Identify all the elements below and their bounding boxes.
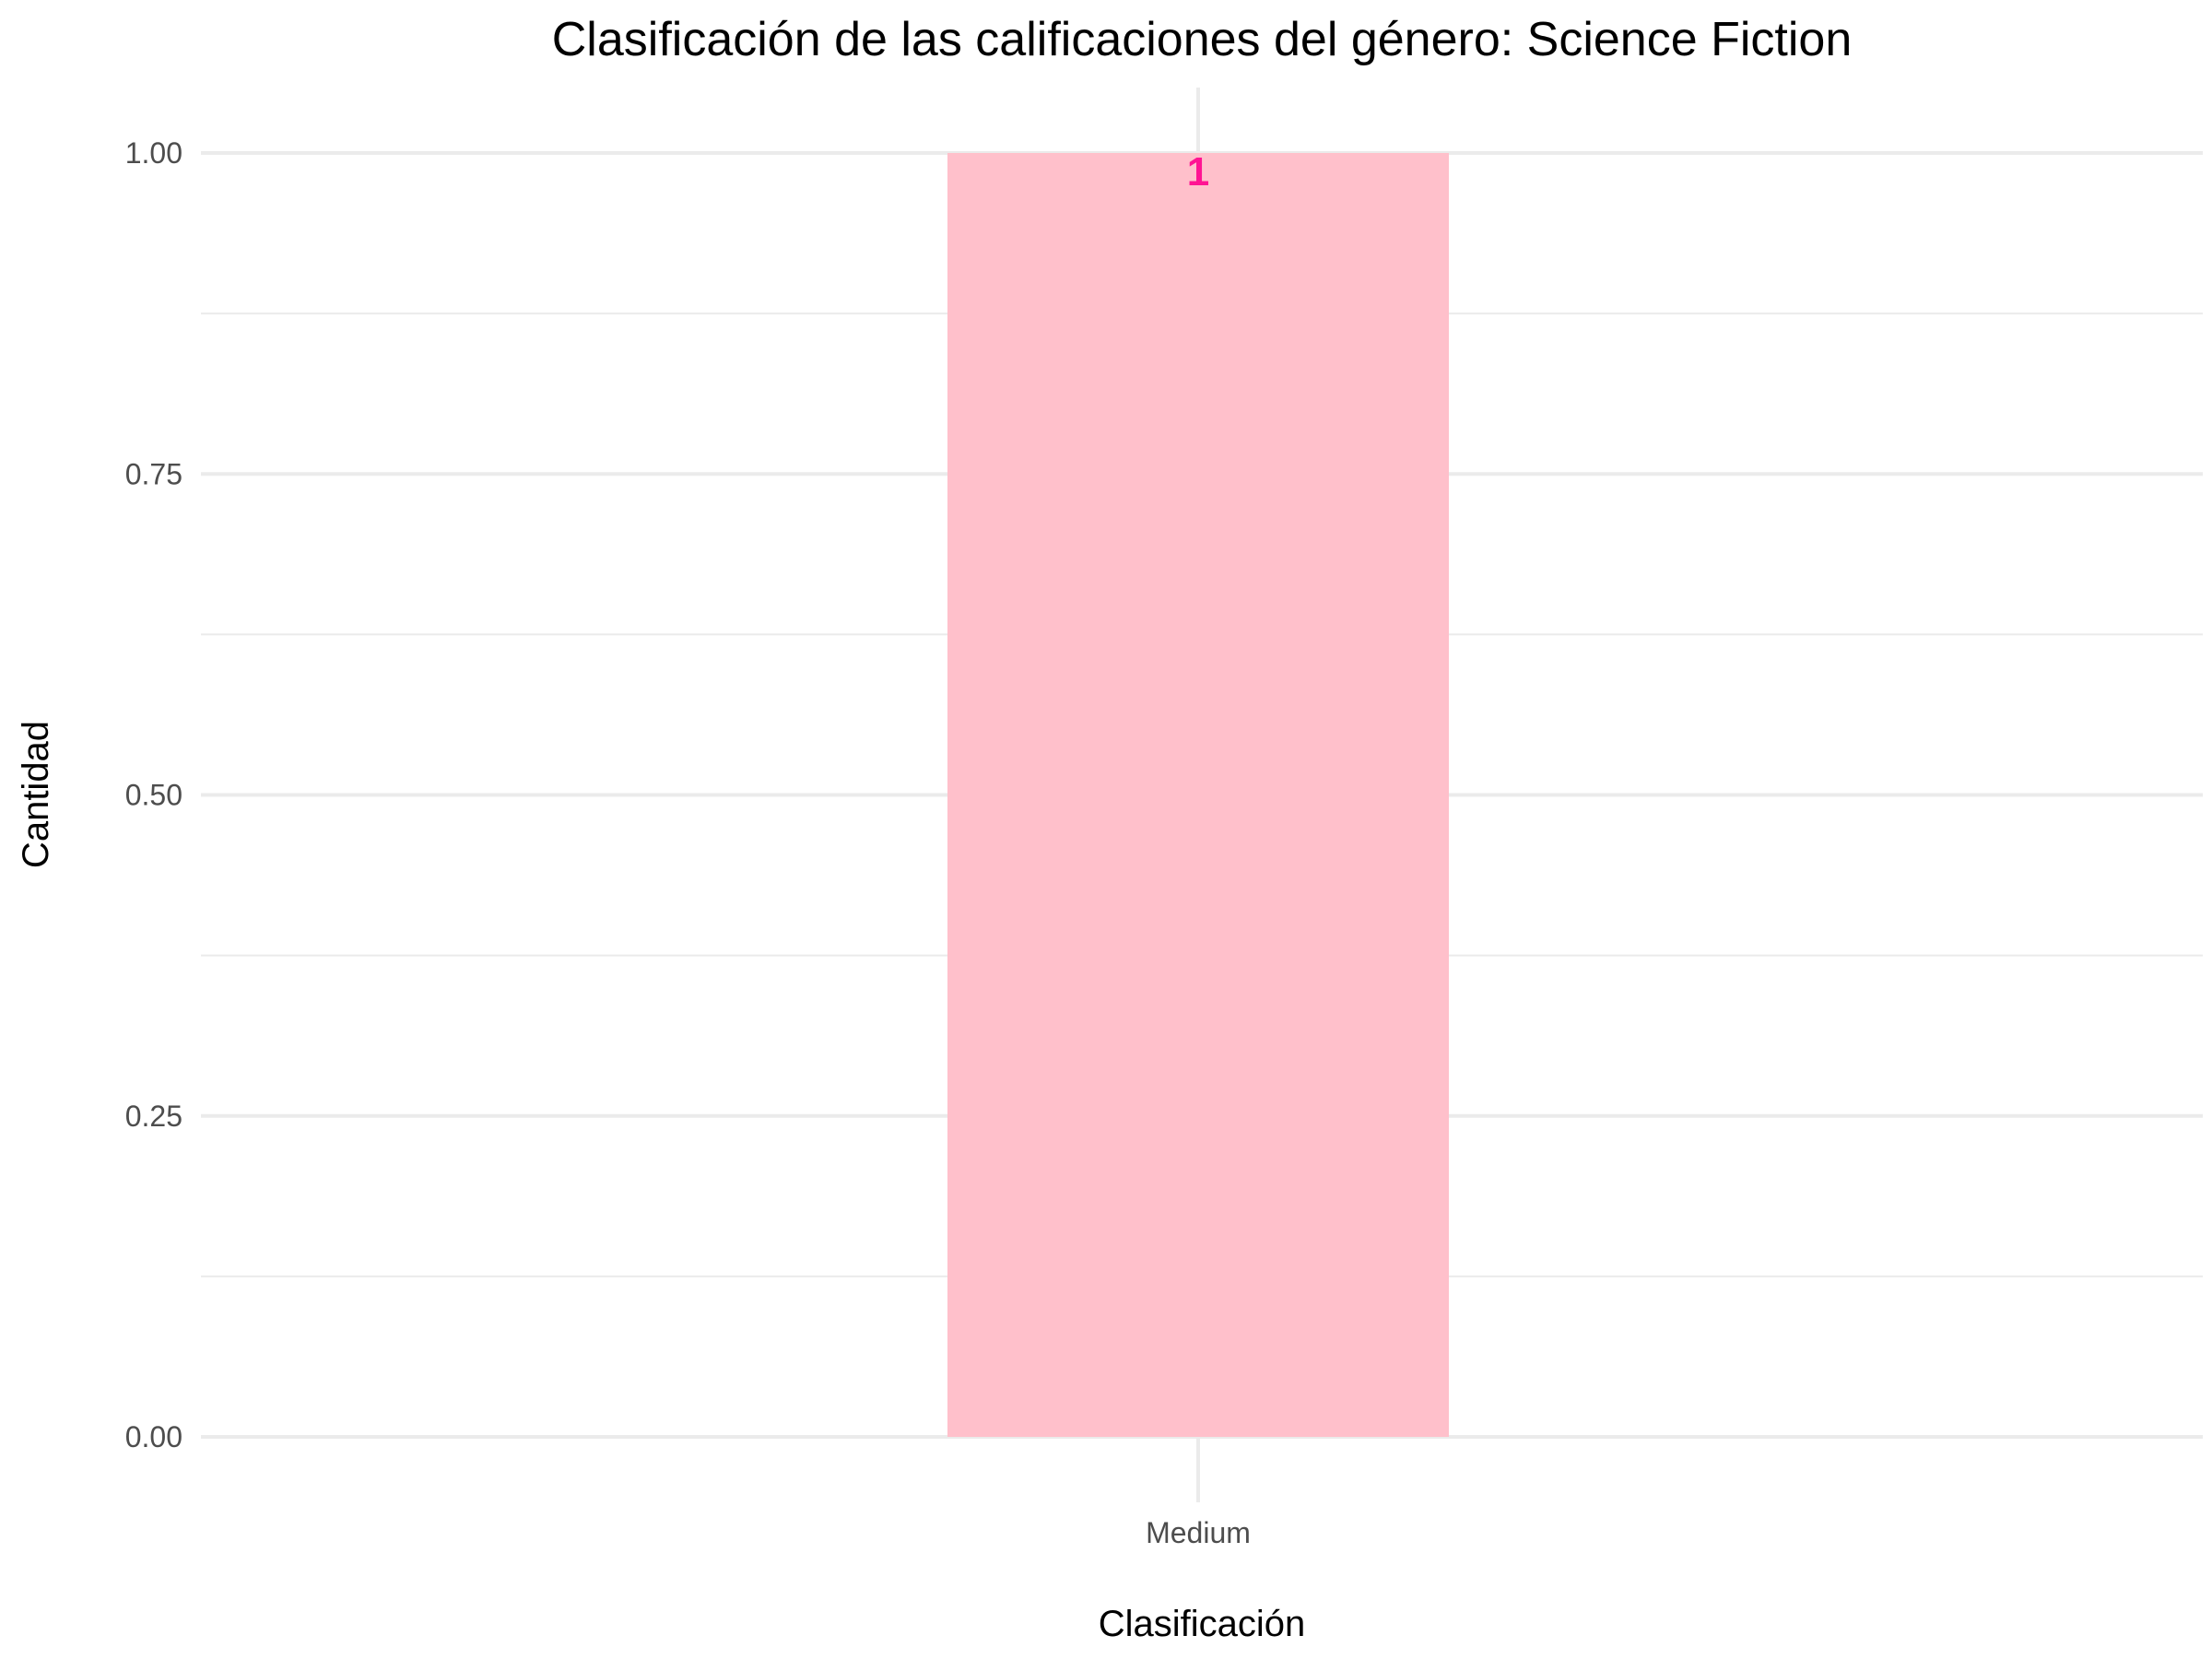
y-axis-ticks: 0.00 0.25 0.50 0.75 1.00 (125, 136, 182, 1453)
data-labels: 1 (1187, 149, 1209, 194)
y-tick-label: 0.50 (125, 779, 182, 812)
y-axis-title: Cantidad (16, 721, 56, 868)
y-tick-label: 1.00 (125, 136, 182, 170)
x-tick-label: Medium (1146, 1516, 1251, 1549)
bars (947, 153, 1449, 1437)
y-tick-label: 0.25 (125, 1100, 182, 1133)
chart-title: Clasificación de las calificaciones del … (552, 13, 1853, 66)
y-tick-label: 0.00 (125, 1420, 182, 1453)
y-tick-label: 0.75 (125, 457, 182, 490)
data-label: 1 (1187, 149, 1209, 194)
x-axis-title: Clasificación (1099, 1604, 1306, 1644)
x-axis-ticks: Medium (1146, 1516, 1251, 1549)
bar-medium (947, 153, 1449, 1437)
